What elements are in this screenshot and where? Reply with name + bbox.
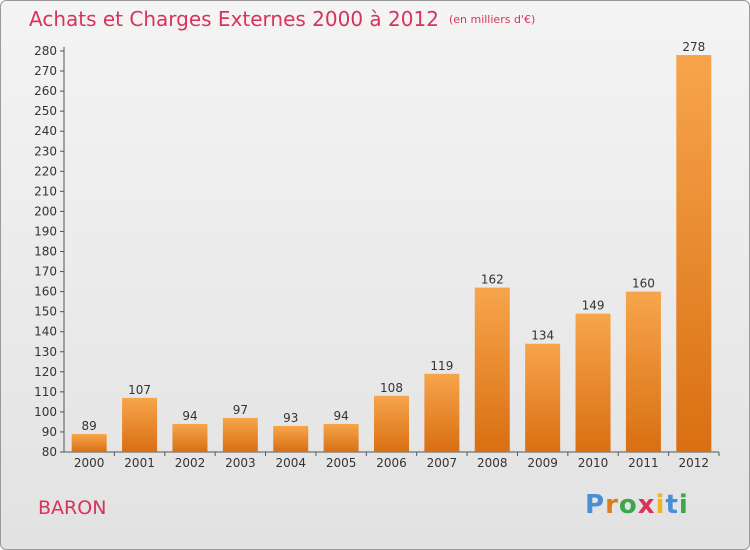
y-tick-label: 280 [34,44,57,58]
bar-value-label: 278 [682,40,705,54]
bar [71,433,107,452]
bar-value-label: 119 [430,359,453,373]
x-tick-label: 2010 [578,456,609,470]
x-tick-label: 2008 [477,456,508,470]
x-tick-label: 2007 [427,456,458,470]
bar [374,395,409,452]
bar-value-label: 94 [333,409,348,423]
bar-value-label: 93 [283,411,298,425]
y-tick-label: 190 [34,224,57,238]
y-tick-label: 120 [34,365,57,379]
bar [474,287,510,452]
bar [122,397,158,452]
bar-value-label: 134 [531,329,554,343]
y-tick-label: 110 [34,385,57,399]
logo-letter: i [655,490,666,520]
x-tick-label: 2001 [124,456,155,470]
bar-value-label: 107 [128,383,151,397]
y-tick-label: 160 [34,285,57,299]
logo-letter: r [605,490,619,520]
bar-value-label: 89 [82,419,97,433]
y-tick-label: 250 [34,104,57,118]
chart-axes: 8090100110120130140150160170180190200210… [34,44,720,470]
bar-value-label: 108 [380,381,403,395]
y-tick-label: 200 [34,204,57,218]
bar-value-label: 162 [481,273,504,287]
y-tick-label: 260 [34,84,57,98]
x-tick-label: 2002 [175,456,206,470]
proxiti-logo: Proxiti [585,490,689,520]
chart-title: Achats et Charges Externes 2000 à 2012 (e… [29,7,535,31]
logo-letter: x [637,490,656,520]
x-tick-label: 2003 [225,456,256,470]
bar-value-label: 97 [233,403,248,417]
bar-value-label: 149 [582,299,605,313]
x-tick-label: 2004 [275,456,306,470]
y-tick-label: 100 [34,405,57,419]
x-tick-label: 2005 [326,456,357,470]
bar-value-label: 160 [632,277,655,291]
chart-unit-label: (en milliers d'€) [448,13,536,26]
bar [525,343,561,452]
y-tick-label: 270 [34,64,57,78]
bar [172,423,208,452]
x-tick-label: 2009 [527,456,558,470]
y-tick-label: 150 [34,305,57,319]
y-tick-label: 170 [34,265,57,279]
bar [676,55,712,452]
y-tick-label: 140 [34,325,57,339]
logo-letter: o [618,490,638,520]
y-tick-label: 240 [34,124,57,138]
bar [323,423,359,452]
x-tick-label: 2012 [679,456,710,470]
x-tick-label: 2000 [74,456,105,470]
logo-letter: P [585,490,606,520]
y-tick-label: 230 [34,144,57,158]
chart-title-text: Achats et Charges Externes 2000 à 2012 [29,7,439,31]
x-tick-label: 2011 [628,456,659,470]
bar-value-label: 94 [182,409,197,423]
y-tick-label: 180 [34,245,57,259]
bar [424,373,460,452]
bar [575,313,611,452]
logo-letter: i [678,490,689,520]
y-tick-label: 130 [34,345,57,359]
chart-bars: 89 107 94 97 93 94 108 119 162 134 149 160 278 [71,40,712,452]
y-tick-label: 80 [42,445,57,459]
y-tick-label: 90 [42,425,57,439]
y-tick-label: 210 [34,184,57,198]
town-name: BARON [38,497,107,519]
x-tick-label: 2006 [376,456,407,470]
logo-letter: t [665,490,679,520]
bar [222,417,258,452]
y-tick-label: 220 [34,164,57,178]
bar [273,425,309,452]
bar [625,291,661,452]
